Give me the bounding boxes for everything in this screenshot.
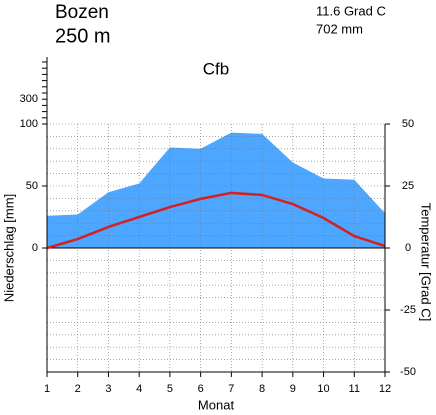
x-tick-label: 2	[75, 383, 81, 395]
x-tick-label: 10	[317, 383, 329, 395]
x-tick-label: 7	[228, 383, 234, 395]
y2-tick-label: -50	[400, 366, 416, 378]
y-tick-label: 0	[32, 242, 38, 254]
annotation: Cfb	[203, 59, 229, 78]
annotation: 11.6 Grad C	[316, 3, 386, 18]
y2-tick-label: 25	[402, 180, 414, 192]
annotation: 702 mm	[316, 21, 363, 36]
y-tick-label: 50	[26, 180, 38, 192]
x-tick-label: 9	[290, 383, 296, 395]
y-axis-label: Niederschlag [mm]	[1, 194, 16, 302]
subtitle: 250 m	[55, 25, 111, 47]
chart-title: Bozen	[55, 2, 109, 23]
y2-axis-label: Temperatur [Grad C]	[419, 203, 434, 322]
x-tick-label: 11	[349, 383, 360, 395]
y2-tick-label: 0	[405, 242, 411, 254]
y-tick-label: 100	[20, 118, 38, 130]
x-tick-label: 3	[105, 383, 111, 395]
x-tick-label: 4	[136, 383, 142, 395]
y2-tick-label: -25	[400, 304, 416, 316]
y-tick-label: 300	[20, 93, 38, 105]
y2-tick-label: 50	[402, 118, 414, 130]
x-tick-label: 5	[167, 383, 173, 395]
x-tick-label: 8	[259, 383, 265, 395]
x-tick-label: 1	[44, 383, 50, 395]
x-tick-label: 6	[198, 383, 204, 395]
temperature-line	[46, 191, 386, 250]
x-tick-label: 12	[379, 383, 391, 395]
x-axis-label: Monat	[198, 397, 235, 412]
